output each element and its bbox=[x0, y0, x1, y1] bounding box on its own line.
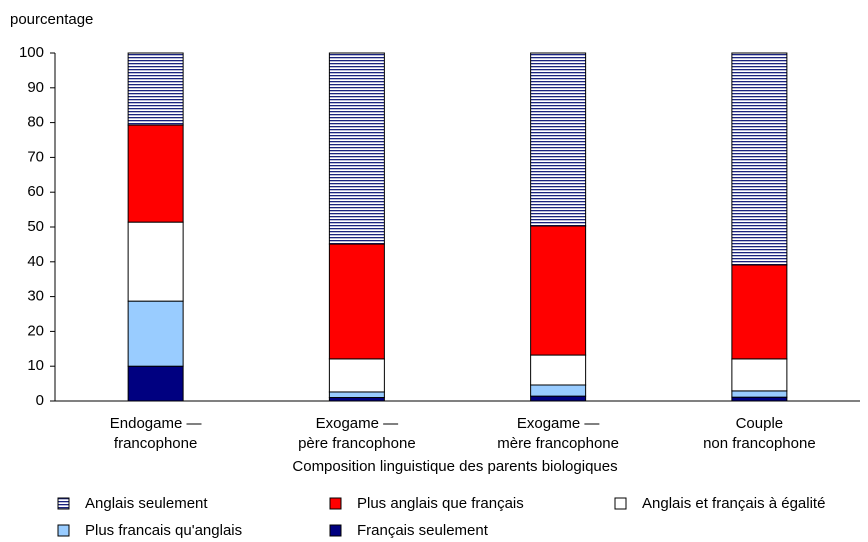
bar-segment bbox=[328, 391, 385, 399]
bar-segment bbox=[731, 52, 788, 266]
bar-segment bbox=[731, 396, 788, 402]
x-tick-label: Endogame — bbox=[110, 415, 202, 432]
y-tick-label: 60 bbox=[27, 183, 44, 200]
y-tick-label: 80 bbox=[27, 114, 44, 131]
x-tick-label: père francophone bbox=[298, 435, 416, 452]
bar-segment bbox=[127, 365, 184, 402]
y-axis-label: pourcentage bbox=[10, 11, 93, 28]
y-tick-label: 50 bbox=[27, 218, 44, 235]
y-tick-label: 10 bbox=[27, 357, 44, 374]
bar-segment bbox=[127, 52, 184, 126]
bar-segment bbox=[127, 124, 184, 223]
y-tick-label: 70 bbox=[27, 148, 44, 165]
bar-segment bbox=[530, 225, 587, 356]
bar-segment bbox=[530, 395, 587, 402]
legend-swatch bbox=[614, 497, 627, 510]
bar-segment bbox=[328, 243, 385, 360]
legend-swatch bbox=[57, 497, 70, 510]
legend-label: Plus anglais que français bbox=[357, 495, 524, 512]
legend-label: Plus francais qu'anglais bbox=[85, 522, 242, 539]
legend-swatch bbox=[329, 497, 342, 510]
x-axis-label: Composition linguistique des parents bio… bbox=[292, 458, 617, 475]
bar-segment bbox=[731, 358, 788, 392]
y-tick-label: 30 bbox=[27, 288, 44, 305]
y-tick-label: 40 bbox=[27, 253, 44, 270]
bar-segment bbox=[127, 221, 184, 302]
y-tick-label: 0 bbox=[36, 392, 44, 409]
bar-segment bbox=[530, 52, 587, 227]
x-tick-label: non francophone bbox=[703, 435, 816, 452]
bar-segment bbox=[328, 52, 385, 245]
bar-segment bbox=[328, 397, 385, 402]
legend-label: Anglais seulement bbox=[85, 495, 208, 512]
x-tick-label: Exogame — bbox=[517, 415, 600, 432]
y-tick-label: 100 bbox=[19, 44, 44, 61]
bar-segment bbox=[328, 358, 385, 393]
x-tick-label: Exogame — bbox=[316, 415, 399, 432]
legend-label: Français seulement bbox=[357, 522, 489, 539]
bar-segment bbox=[731, 390, 788, 398]
y-tick-label: 90 bbox=[27, 79, 44, 96]
bar-segment bbox=[731, 264, 788, 360]
x-tick-label: mère francophone bbox=[497, 435, 619, 452]
bar-segment bbox=[530, 384, 587, 397]
bar-segment bbox=[127, 300, 184, 367]
x-tick-label: francophone bbox=[114, 435, 197, 452]
y-tick-label: 20 bbox=[27, 322, 44, 339]
legend-swatch bbox=[329, 524, 342, 537]
legend-swatch bbox=[57, 524, 70, 537]
legend-label: Anglais et français à égalité bbox=[642, 495, 825, 512]
bar-segment bbox=[530, 354, 587, 386]
x-tick-label: Couple bbox=[736, 415, 784, 432]
